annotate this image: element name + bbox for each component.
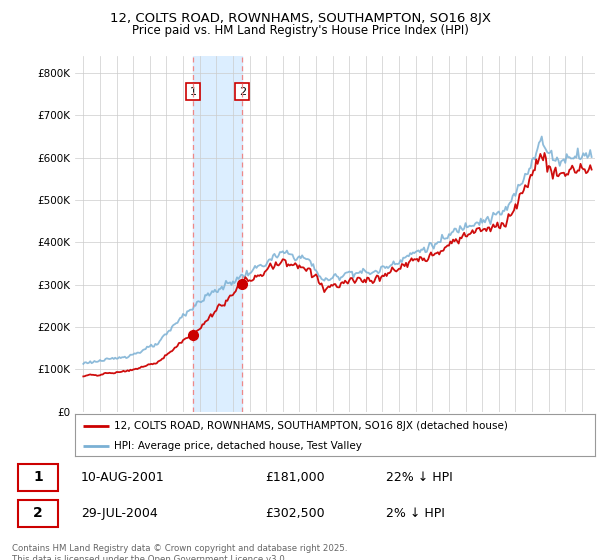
Text: 10-AUG-2001: 10-AUG-2001	[81, 470, 165, 484]
Text: 1: 1	[33, 470, 43, 484]
FancyBboxPatch shape	[18, 500, 58, 527]
Text: 2: 2	[33, 506, 43, 520]
Text: 29-JUL-2004: 29-JUL-2004	[81, 507, 158, 520]
Text: Price paid vs. HM Land Registry's House Price Index (HPI): Price paid vs. HM Land Registry's House …	[131, 24, 469, 36]
Text: 2: 2	[239, 87, 246, 96]
FancyBboxPatch shape	[18, 464, 58, 491]
Text: HPI: Average price, detached house, Test Valley: HPI: Average price, detached house, Test…	[114, 441, 362, 451]
Text: 2% ↓ HPI: 2% ↓ HPI	[386, 507, 445, 520]
Text: 22% ↓ HPI: 22% ↓ HPI	[386, 470, 453, 484]
Bar	[193, 56, 242, 412]
Text: 12, COLTS ROAD, ROWNHAMS, SOUTHAMPTON, SO16 8JX: 12, COLTS ROAD, ROWNHAMS, SOUTHAMPTON, S…	[110, 12, 491, 25]
Text: Contains HM Land Registry data © Crown copyright and database right 2025.
This d: Contains HM Land Registry data © Crown c…	[12, 544, 347, 560]
Text: £181,000: £181,000	[265, 470, 325, 484]
Text: 1: 1	[190, 87, 197, 96]
Text: £302,500: £302,500	[265, 507, 325, 520]
Text: 12, COLTS ROAD, ROWNHAMS, SOUTHAMPTON, SO16 8JX (detached house): 12, COLTS ROAD, ROWNHAMS, SOUTHAMPTON, S…	[114, 421, 508, 431]
